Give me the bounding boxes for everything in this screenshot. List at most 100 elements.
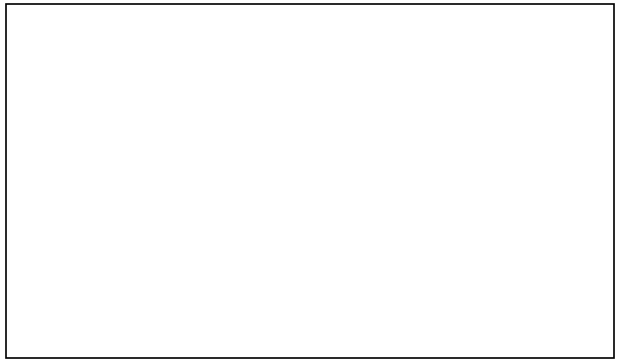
Ellipse shape: [120, 140, 126, 143]
Ellipse shape: [86, 220, 92, 223]
Ellipse shape: [511, 107, 529, 118]
Polygon shape: [372, 69, 495, 120]
Ellipse shape: [102, 223, 107, 227]
Ellipse shape: [113, 137, 118, 140]
Ellipse shape: [351, 160, 368, 170]
Text: 751: 751: [231, 200, 248, 209]
Ellipse shape: [333, 228, 347, 235]
Ellipse shape: [560, 58, 574, 66]
Ellipse shape: [221, 203, 226, 206]
Ellipse shape: [170, 68, 175, 72]
Ellipse shape: [123, 204, 138, 209]
Text: 21: 21: [369, 34, 380, 43]
Ellipse shape: [181, 216, 187, 219]
Ellipse shape: [120, 225, 124, 228]
Ellipse shape: [181, 194, 187, 197]
Ellipse shape: [64, 202, 71, 205]
Text: 904: 904: [24, 21, 46, 30]
Ellipse shape: [138, 225, 142, 228]
Ellipse shape: [423, 148, 488, 185]
Ellipse shape: [138, 184, 142, 188]
Ellipse shape: [450, 227, 466, 236]
Ellipse shape: [190, 208, 197, 210]
Ellipse shape: [94, 222, 99, 225]
Ellipse shape: [122, 146, 128, 148]
Ellipse shape: [389, 223, 405, 232]
Ellipse shape: [447, 162, 464, 172]
Text: 752: 752: [228, 214, 246, 223]
Ellipse shape: [81, 150, 86, 153]
Ellipse shape: [126, 68, 179, 81]
Ellipse shape: [333, 62, 347, 70]
Text: 15B: 15B: [270, 227, 286, 236]
Ellipse shape: [337, 230, 343, 233]
Text: 758: 758: [112, 112, 130, 121]
Ellipse shape: [580, 181, 594, 189]
Ellipse shape: [299, 190, 309, 195]
Ellipse shape: [60, 158, 68, 161]
Ellipse shape: [166, 98, 171, 101]
Ellipse shape: [188, 199, 195, 202]
Ellipse shape: [394, 333, 399, 336]
Ellipse shape: [166, 67, 171, 71]
Ellipse shape: [117, 149, 123, 152]
Ellipse shape: [126, 70, 131, 73]
Text: 15A: 15A: [274, 252, 290, 261]
Bar: [19, 19, 143, 114]
Ellipse shape: [472, 113, 482, 117]
Ellipse shape: [548, 147, 567, 157]
Text: ★ REQUIRES SPECIAL TOOLS TO INSTALL.: ★ REQUIRES SPECIAL TOOLS TO INSTALL.: [12, 323, 232, 332]
Ellipse shape: [71, 146, 78, 148]
Ellipse shape: [77, 149, 82, 152]
Ellipse shape: [94, 187, 99, 191]
Ellipse shape: [73, 147, 79, 150]
Ellipse shape: [128, 225, 133, 228]
Ellipse shape: [123, 73, 128, 76]
Ellipse shape: [177, 73, 182, 76]
Ellipse shape: [120, 147, 126, 150]
Ellipse shape: [146, 185, 151, 188]
Ellipse shape: [388, 205, 406, 215]
Ellipse shape: [341, 96, 360, 107]
Ellipse shape: [293, 186, 316, 199]
Ellipse shape: [135, 67, 140, 71]
Ellipse shape: [71, 144, 77, 146]
Text: 81: 81: [171, 36, 182, 45]
Ellipse shape: [337, 64, 343, 67]
Ellipse shape: [120, 184, 124, 188]
Ellipse shape: [86, 136, 91, 139]
Ellipse shape: [391, 331, 403, 337]
Ellipse shape: [386, 72, 396, 76]
Ellipse shape: [67, 199, 73, 202]
Text: 10: 10: [234, 39, 246, 47]
Ellipse shape: [80, 218, 86, 221]
Ellipse shape: [38, 55, 72, 91]
Text: 20: 20: [285, 184, 296, 193]
Ellipse shape: [169, 189, 175, 192]
Ellipse shape: [70, 214, 76, 216]
Bar: [276, 163, 333, 206]
Ellipse shape: [343, 139, 361, 150]
Ellipse shape: [185, 196, 192, 199]
Ellipse shape: [72, 188, 189, 225]
Ellipse shape: [92, 151, 96, 155]
Polygon shape: [148, 197, 229, 213]
Ellipse shape: [190, 202, 197, 205]
Ellipse shape: [104, 135, 108, 139]
Ellipse shape: [386, 92, 396, 97]
Ellipse shape: [110, 224, 115, 228]
Ellipse shape: [386, 113, 396, 117]
Ellipse shape: [56, 156, 72, 163]
Ellipse shape: [77, 138, 82, 141]
Ellipse shape: [86, 61, 107, 85]
Ellipse shape: [88, 141, 112, 149]
Ellipse shape: [146, 66, 151, 70]
Ellipse shape: [530, 126, 547, 135]
Ellipse shape: [64, 185, 197, 228]
Ellipse shape: [242, 52, 255, 59]
Text: 189: 189: [389, 340, 404, 349]
Ellipse shape: [174, 70, 179, 73]
Ellipse shape: [113, 150, 118, 153]
Ellipse shape: [86, 189, 92, 192]
Ellipse shape: [122, 142, 128, 144]
